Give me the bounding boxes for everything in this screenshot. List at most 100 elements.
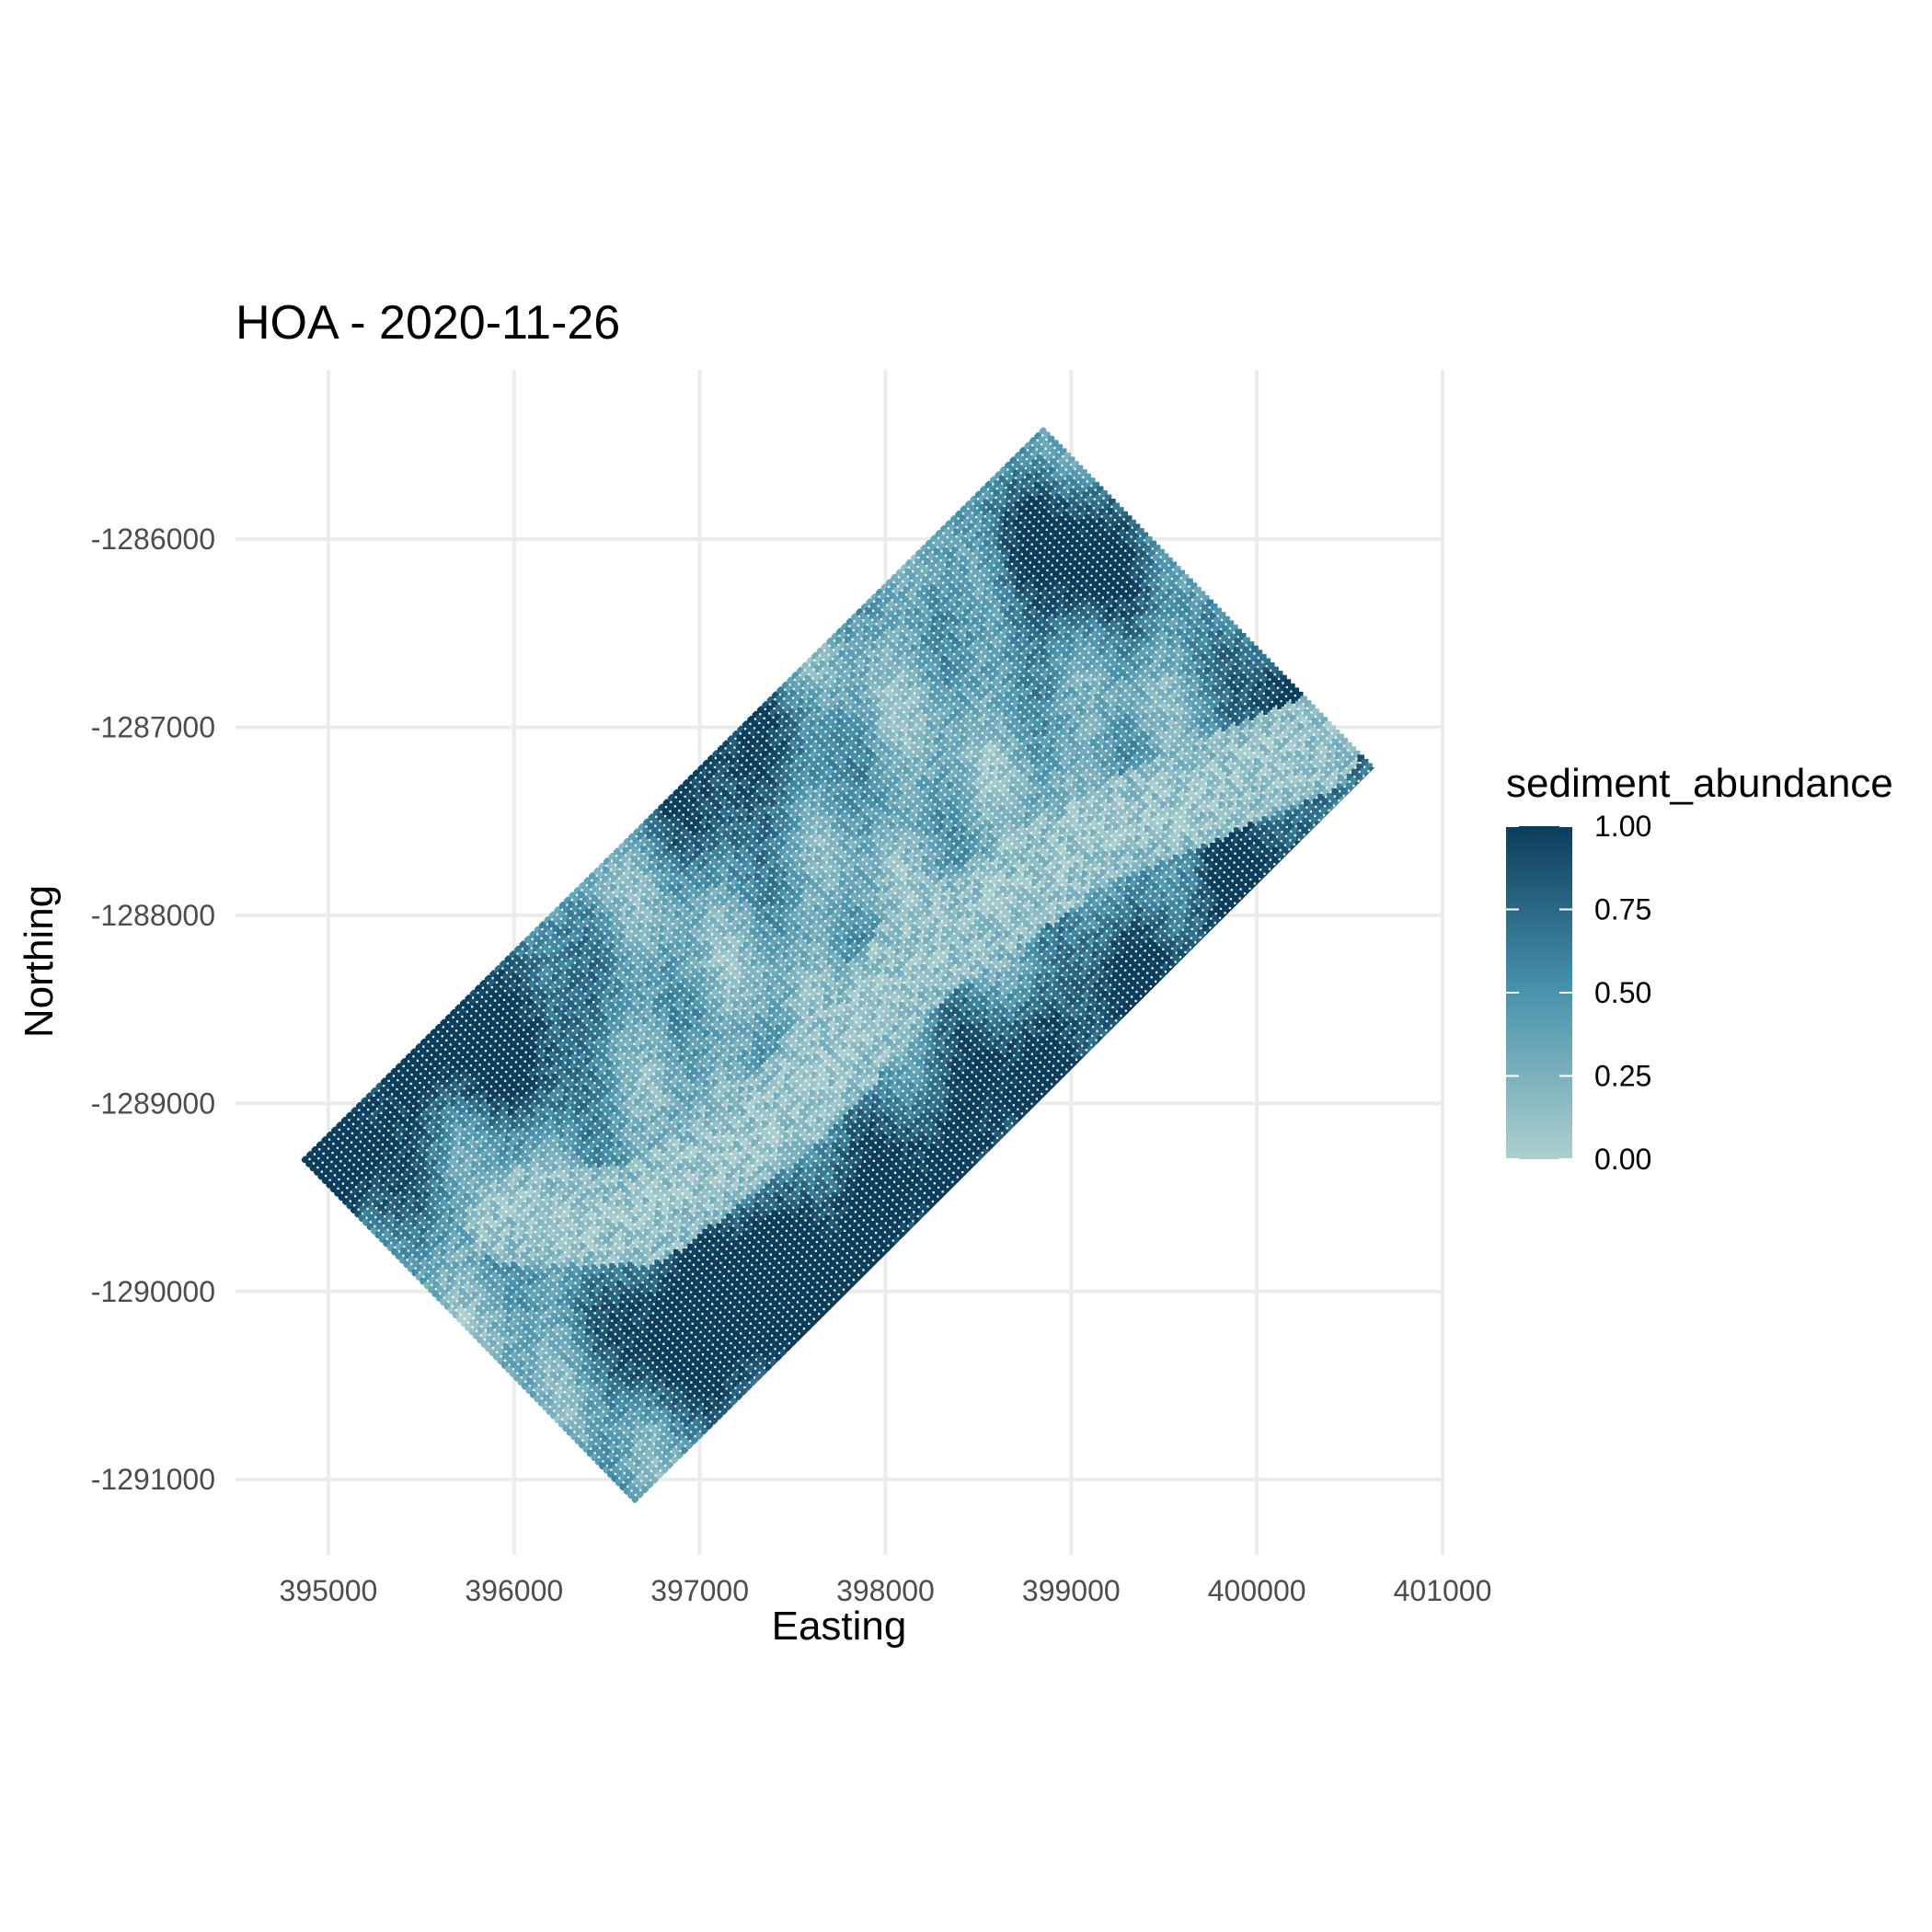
raster-cell [463,1292,470,1300]
raster-cell [620,1334,627,1342]
raster-cell [620,1424,628,1432]
raster-cell [424,1182,431,1190]
raster-cell [512,1162,519,1170]
raster-cell [365,1092,374,1099]
raster-cell [618,1402,626,1409]
raster-cell [495,1285,502,1293]
raster-cell [731,1388,739,1397]
raster-cell [639,1455,648,1462]
raster-cell [514,1085,522,1093]
raster-cell [526,1098,535,1106]
raster-cell [620,1284,628,1293]
raster-cell [367,1213,375,1222]
raster-cell [458,1108,466,1115]
raster-cell [557,1339,565,1347]
raster-cell [321,1136,328,1144]
raster-cell [477,1097,485,1105]
raster-cell [636,1450,643,1458]
raster-cell [397,1175,406,1183]
raster-cell [733,1371,741,1378]
raster-cell [577,1179,584,1188]
raster-cell [439,1217,446,1225]
raster-cell [758,1346,765,1354]
raster-cell [574,1397,581,1404]
raster-cell [662,1358,671,1365]
raster-cell [443,1172,451,1179]
raster-cell [587,1351,595,1358]
raster-cell [627,1442,636,1450]
raster-cell [668,1394,676,1401]
raster-cell [526,1188,535,1196]
raster-cell [420,1087,428,1096]
raster-cell [615,1208,622,1216]
raster-cell [538,1390,546,1397]
raster-cell [453,1072,460,1079]
raster-cell [546,1308,554,1316]
raster-cell [480,1300,488,1307]
raster-cell [666,1321,673,1329]
raster-cell [523,1225,531,1232]
raster-cell [616,1420,624,1428]
raster-cell [523,1175,531,1182]
raster-cell [434,1262,442,1271]
raster-cell [315,1159,322,1167]
raster-cell [661,1426,668,1433]
raster-cell [648,1323,656,1330]
raster-cell [500,1239,507,1248]
raster-cell [419,1146,426,1155]
raster-cell [482,1182,490,1190]
raster-cell [503,1294,511,1301]
raster-cell [546,1227,553,1235]
raster-cell [476,1065,483,1074]
raster-cell [459,1288,466,1295]
raster-cell [491,1321,499,1329]
raster-cell [569,1261,577,1270]
raster-cell [385,1132,392,1139]
raster-cell [569,1401,577,1409]
raster-cell [311,1145,319,1154]
raster-cell [452,1131,459,1138]
raster-cell [525,1247,534,1255]
raster-cell [469,1318,477,1327]
raster-cell [466,1026,474,1033]
raster-cell [515,1306,523,1314]
raster-cell [437,1136,445,1144]
raster-cell [535,1246,542,1254]
raster-cell [512,1103,520,1111]
raster-cell [475,1214,482,1223]
raster-cell [475,1264,482,1271]
raster-cell [589,1332,597,1340]
raster-cell [565,1257,572,1265]
raster-cell [617,1271,625,1279]
raster-cell [407,1175,415,1182]
raster-cell [627,1271,634,1278]
raster-cell [648,1463,656,1470]
raster-cell [627,1311,635,1319]
raster-cell [663,1349,672,1357]
raster-cell [558,1379,565,1387]
raster-cell [563,1225,571,1234]
raster-cell [309,1164,317,1172]
raster-cell [582,1305,591,1313]
raster-cell [745,1383,753,1391]
raster-cell [453,1302,461,1309]
raster-cell [730,1317,737,1325]
raster-cell [555,1407,562,1415]
raster-cell [715,1322,723,1330]
raster-cell [406,1094,413,1101]
raster-cell [624,1298,631,1305]
raster-cell [448,1207,456,1215]
raster-cell [558,1289,565,1297]
raster-cell [735,1352,742,1360]
raster-cell [667,1403,675,1410]
raster-cell [592,1354,599,1363]
raster-cell [527,1088,535,1097]
raster-cell [560,1393,569,1400]
raster-cell [562,1424,569,1432]
raster-cell [364,1101,373,1109]
raster-cell [671,1276,678,1284]
raster-cell [554,1226,562,1235]
raster-cell [674,1420,683,1428]
raster-cell [545,1277,553,1284]
raster-cell [517,1238,525,1246]
